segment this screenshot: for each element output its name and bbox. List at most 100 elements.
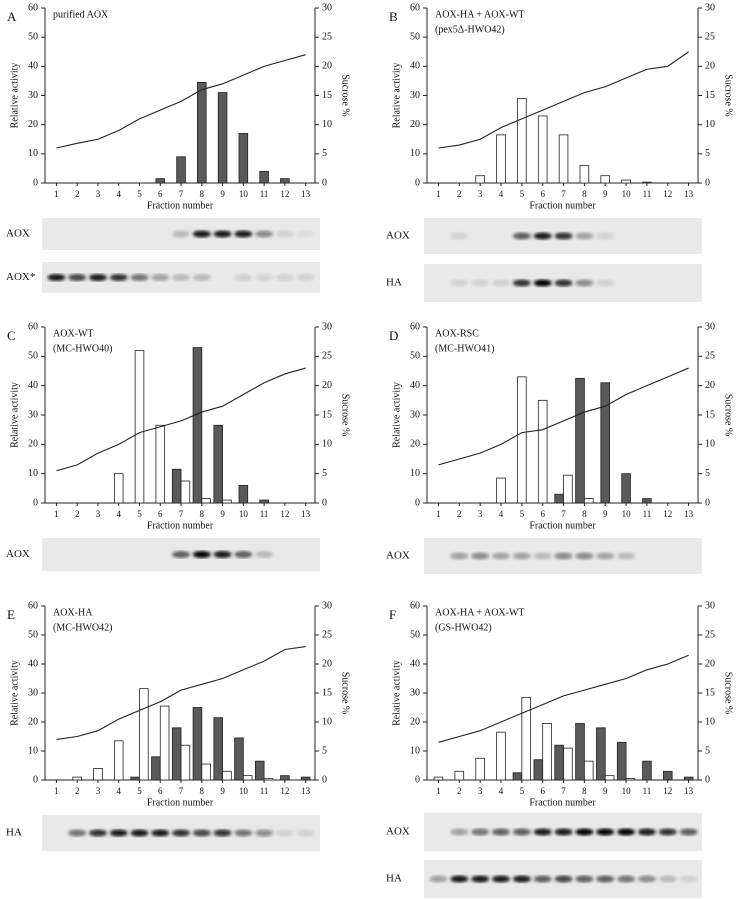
y-tick-label: 10: [28, 745, 38, 756]
y-tick-label: 10: [410, 148, 420, 159]
blot-band: [492, 828, 511, 836]
bar: [217, 92, 228, 184]
chart-title: AOX-HA: [53, 607, 93, 618]
x-tick-label: 4: [499, 509, 504, 519]
blot-band: [596, 279, 615, 287]
y2-tick-label: 0: [705, 497, 710, 508]
x-tick-label: 5: [520, 189, 525, 199]
y2-tick-label: 20: [322, 380, 332, 391]
x-tick-label: 6: [158, 786, 163, 796]
bar: [180, 744, 191, 781]
x-tick-label: 8: [200, 509, 205, 519]
blot-band: [296, 829, 315, 837]
x-tick-label: 4: [499, 786, 504, 796]
panel-letter: D: [389, 328, 398, 343]
blot-band: [596, 232, 615, 240]
y-tick-label: 20: [28, 439, 38, 450]
y2-axis-label: Sucrose %: [723, 394, 734, 437]
x-tick-label: 11: [643, 509, 652, 519]
blot-band: [213, 829, 232, 837]
bar: [558, 134, 569, 184]
y-tick-label: 30: [410, 687, 420, 698]
y-tick-label: 0: [415, 774, 420, 785]
bar: [113, 473, 124, 504]
y-tick-label: 20: [28, 716, 38, 727]
y2-tick-label: 20: [705, 380, 715, 391]
blot-band: [554, 552, 573, 560]
bar: [604, 775, 615, 781]
blot-band: [575, 552, 594, 560]
y2-tick-label: 5: [322, 745, 327, 756]
panel-letter: B: [389, 9, 398, 24]
y2-tick-label: 25: [322, 629, 332, 640]
bar: [201, 498, 211, 504]
bar: [475, 175, 485, 184]
bar: [625, 778, 636, 781]
x-tick-label: 2: [457, 786, 462, 796]
bar: [433, 776, 444, 781]
x-tick-label: 2: [75, 189, 80, 199]
y-tick-label: 0: [33, 774, 38, 785]
y-tick-label: 60: [410, 2, 420, 13]
blot-band: [533, 828, 552, 836]
bar: [171, 727, 182, 781]
x-tick-label: 2: [75, 509, 80, 519]
y-tick-label: 30: [28, 90, 38, 101]
bar: [280, 775, 290, 781]
x-tick-label: 7: [179, 509, 184, 519]
x-tick-label: 12: [663, 189, 672, 199]
y2-tick-label: 10: [705, 716, 715, 727]
x-tick-label: 13: [684, 189, 694, 199]
bar: [583, 760, 594, 781]
blot-band: [512, 875, 531, 883]
blot-band: [533, 875, 552, 883]
x-axis-label: Fraction number: [147, 520, 214, 531]
bar: [454, 770, 465, 781]
bar: [201, 763, 211, 781]
bar: [642, 498, 652, 504]
x-tick-label: 3: [96, 189, 101, 199]
y-tick-label: 50: [28, 351, 38, 362]
y-tick-label: 10: [410, 468, 420, 479]
y-axis-label: Relative activity: [9, 660, 20, 726]
y-tick-label: 30: [410, 90, 420, 101]
y2-tick-label: 10: [322, 716, 332, 727]
x-axis-label: Fraction number: [529, 520, 596, 531]
bar: [537, 115, 548, 184]
x-tick-label: 8: [582, 786, 587, 796]
blot-band: [554, 828, 573, 836]
blot-band: [450, 552, 469, 560]
x-tick-label: 5: [137, 189, 142, 199]
y2-tick-label: 0: [322, 497, 327, 508]
y2-tick-label: 5: [322, 468, 327, 479]
y2-tick-label: 10: [705, 439, 715, 450]
bar: [596, 727, 606, 781]
y-tick-label: 50: [28, 31, 38, 42]
chart-subtitle: (MC-HWO42): [53, 622, 112, 633]
blot-band: [275, 274, 294, 281]
y2-tick-label: 0: [322, 774, 327, 785]
bar: [621, 473, 631, 504]
blot-band: [88, 274, 107, 281]
bar: [254, 760, 265, 781]
blot-band: [88, 829, 107, 837]
blot-band: [658, 875, 677, 883]
x-axis-label: Fraction number: [147, 200, 214, 211]
blot-band: [255, 274, 274, 281]
blot-band: [192, 230, 211, 238]
bar: [134, 350, 145, 504]
bar: [234, 737, 244, 781]
y2-tick-label: 0: [322, 177, 327, 188]
x-tick-label: 10: [239, 509, 249, 519]
sucrose-line: [438, 367, 689, 466]
y-tick-label: 60: [410, 600, 420, 611]
panel-letter: A: [7, 9, 17, 24]
panel-letter: C: [7, 328, 16, 343]
bar: [616, 741, 627, 781]
x-tick-label: 3: [96, 786, 101, 796]
x-tick-label: 6: [158, 509, 163, 519]
x-tick-label: 2: [75, 786, 80, 796]
y-tick-label: 40: [28, 380, 38, 391]
bar: [517, 98, 527, 184]
y2-tick-label: 15: [705, 90, 715, 101]
